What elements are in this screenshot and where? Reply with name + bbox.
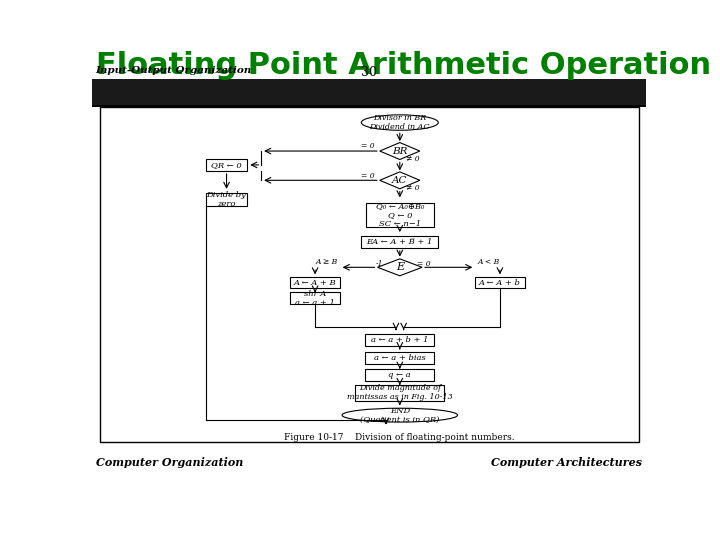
Text: QR ← 0: QR ← 0: [211, 161, 242, 169]
Text: Floating Point Arithmetic Operation: Floating Point Arithmetic Operation: [96, 51, 711, 80]
Polygon shape: [377, 259, 422, 276]
Text: Q₀ ← A₀⊕B₀
Q ← 0
SC ← n−1: Q₀ ← A₀⊕B₀ Q ← 0 SC ← n−1: [376, 202, 424, 228]
Text: AC: AC: [392, 176, 408, 185]
Text: = 0: = 0: [417, 260, 431, 268]
FancyBboxPatch shape: [99, 107, 639, 442]
Ellipse shape: [361, 115, 438, 130]
Text: END
(Quotient is in QR): END (Quotient is in QR): [360, 407, 439, 424]
Text: EA ← A + B̅ + 1: EA ← A + B̅ + 1: [366, 238, 433, 246]
FancyBboxPatch shape: [366, 204, 433, 226]
Text: = 0: = 0: [361, 143, 374, 151]
FancyBboxPatch shape: [475, 277, 525, 288]
Text: ≠ 0: ≠ 0: [406, 184, 420, 192]
Text: A ≥ B: A ≥ B: [315, 258, 338, 266]
FancyBboxPatch shape: [290, 292, 340, 304]
Polygon shape: [379, 172, 420, 189]
FancyBboxPatch shape: [365, 352, 434, 365]
Text: q ← a: q ← a: [389, 371, 411, 379]
Text: A ← A + B: A ← A + B: [294, 279, 336, 287]
Text: Divisor in BR
Dividend in AC: Divisor in BR Dividend in AC: [369, 114, 430, 131]
FancyBboxPatch shape: [365, 334, 434, 346]
Text: = 0: = 0: [361, 172, 374, 180]
FancyBboxPatch shape: [206, 193, 248, 206]
Text: a ← a + b + 1: a ← a + b + 1: [371, 336, 428, 343]
Text: 30: 30: [361, 66, 377, 79]
Text: ≠ 0: ≠ 0: [406, 155, 420, 163]
FancyBboxPatch shape: [355, 385, 444, 401]
Text: Figure 10-17    Division of floating-point numbers.: Figure 10-17 Division of floating-point …: [284, 433, 515, 442]
Text: shr A
a ← a + 1: shr A a ← a + 1: [295, 289, 335, 307]
Text: BR: BR: [392, 146, 408, 156]
FancyBboxPatch shape: [361, 236, 438, 248]
FancyBboxPatch shape: [206, 159, 248, 171]
Text: A < B: A < B: [477, 258, 500, 266]
FancyBboxPatch shape: [290, 277, 340, 288]
Text: Divide magnitude of
mantissas as in Fig. 10-13: Divide magnitude of mantissas as in Fig.…: [347, 384, 453, 401]
Text: Computer Architectures: Computer Architectures: [491, 457, 642, 469]
Polygon shape: [379, 143, 420, 159]
Text: Computer Organization: Computer Organization: [96, 457, 243, 469]
Text: E: E: [396, 262, 404, 272]
Text: Input-Output Organization: Input-Output Organization: [95, 66, 251, 76]
FancyBboxPatch shape: [92, 79, 647, 105]
FancyBboxPatch shape: [365, 369, 434, 381]
Text: A ← A + b: A ← A + b: [479, 279, 521, 287]
Text: a ← a + bias: a ← a + bias: [374, 354, 426, 362]
FancyBboxPatch shape: [92, 105, 647, 107]
Text: -1: -1: [375, 260, 383, 268]
Ellipse shape: [342, 408, 457, 422]
Text: Divide by
zero: Divide by zero: [207, 191, 246, 208]
